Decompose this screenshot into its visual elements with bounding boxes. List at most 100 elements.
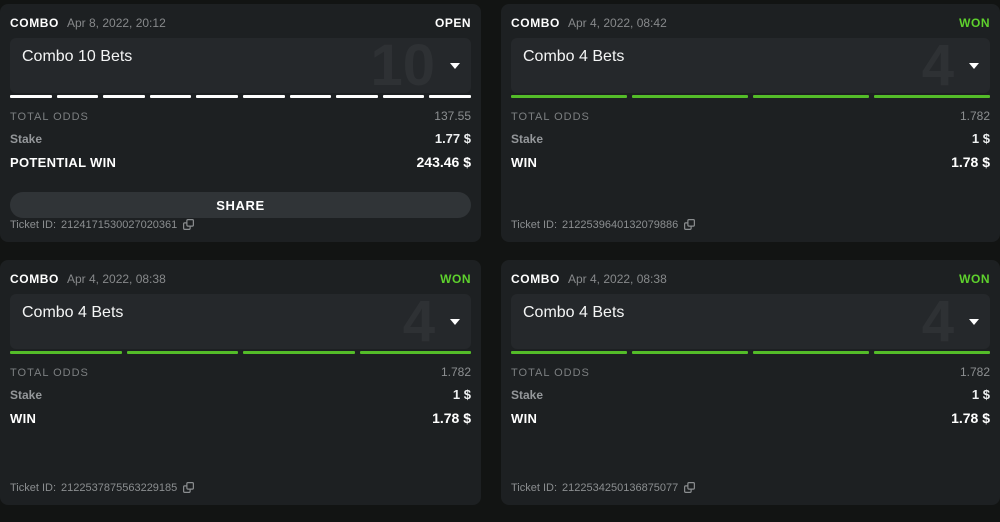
chevron-down-icon[interactable] (450, 318, 460, 325)
ticket-id-value: 2122537875563229185 (61, 481, 178, 494)
bet-date: Apr 4, 2022, 08:38 (568, 272, 667, 286)
bet-legs-progress (511, 351, 990, 354)
bet-leg-segment (336, 95, 378, 98)
chevron-down-icon[interactable] (969, 62, 979, 69)
status-badge: OPEN (434, 16, 471, 30)
ticket-id-label: Ticket ID: (10, 481, 57, 494)
card-header: COMBO Apr 4, 2022, 08:42 WON (511, 4, 990, 30)
stake-row: Stake 1 $ (10, 387, 471, 402)
bet-leg-segment (103, 95, 145, 98)
stake-value: 1.77 $ (434, 131, 471, 146)
ticket-id-row: Ticket ID: 2124171530027020361 (10, 218, 471, 242)
ticket-id-row: Ticket ID: 2122537875563229185 (10, 481, 471, 505)
bet-stats: TOTAL ODDS 1.782 Stake 1 $ WIN 1.78 $ (511, 109, 990, 178)
stake-value: 1 $ (452, 387, 471, 402)
bet-type-label: COMBO (511, 16, 560, 30)
bet-ticket-card: COMBO Apr 4, 2022, 08:38 WON Combo 4 Bet… (0, 260, 481, 505)
copy-icon[interactable] (683, 218, 696, 231)
bet-summary-panel[interactable]: Combo 4 Bets 4 (511, 294, 990, 349)
status-badge: WON (959, 272, 990, 286)
total-odds-row: TOTAL ODDS 1.782 (511, 365, 990, 379)
ticket-id-row: Ticket ID: 2122539640132079886 (511, 218, 990, 242)
win-label: WIN (10, 411, 37, 426)
bet-stats: TOTAL ODDS 1.782 Stake 1 $ WIN 1.78 $ (10, 365, 471, 434)
bet-date: Apr 4, 2022, 08:38 (67, 272, 166, 286)
stake-label: Stake (511, 132, 544, 146)
bet-type-label: COMBO (10, 272, 59, 286)
stake-row: Stake 1 $ (511, 387, 990, 402)
bet-leg-segment (382, 95, 425, 98)
bet-legs-progress (511, 95, 990, 98)
total-odds-label: TOTAL ODDS (10, 111, 89, 123)
total-odds-label: TOTAL ODDS (10, 367, 89, 379)
bet-date: Apr 8, 2022, 20:12 (67, 16, 166, 30)
ticket-id-row: Ticket ID: 2122534250136875077 (511, 481, 990, 505)
bet-leg-segment (874, 351, 990, 354)
status-badge: WON (440, 272, 471, 286)
bet-leg-segment (126, 351, 238, 354)
stake-row: Stake 1 $ (511, 131, 990, 146)
total-odds-label: TOTAL ODDS (511, 367, 590, 379)
bet-summary-panel[interactable]: Combo 4 Bets 4 (511, 38, 990, 93)
bet-leg-segment (753, 351, 869, 354)
bet-leg-segment (511, 95, 627, 98)
bet-legs-progress (10, 351, 471, 354)
bet-title: Combo 10 Bets (22, 48, 133, 65)
bet-leg-segment (10, 351, 122, 354)
total-odds-value: 1.782 (959, 109, 990, 123)
win-value: 1.78 $ (951, 154, 990, 170)
total-odds-value: 1.782 (959, 365, 990, 379)
copy-icon[interactable] (182, 481, 195, 494)
ticket-id-value: 2124171530027020361 (61, 218, 178, 231)
bet-title: Combo 4 Bets (523, 304, 625, 321)
win-row: WIN 1.78 $ (10, 410, 471, 426)
bet-leg-segment (289, 95, 332, 98)
chevron-down-icon[interactable] (450, 62, 460, 69)
bet-title: Combo 4 Bets (22, 304, 124, 321)
win-row: POTENTIAL WIN 243.46 $ (10, 154, 471, 170)
share-button[interactable]: SHARE (10, 192, 471, 218)
bet-leg-segment (632, 95, 748, 98)
bet-ticket-card: COMBO Apr 4, 2022, 08:38 WON Combo 4 Bet… (501, 260, 1000, 505)
total-odds-row: TOTAL ODDS 137.55 (10, 109, 471, 123)
bet-type-label: COMBO (10, 16, 59, 30)
bet-leg-segment (511, 351, 627, 354)
win-row: WIN 1.78 $ (511, 410, 990, 426)
total-odds-value: 137.55 (434, 109, 471, 123)
bet-leg-segment (56, 95, 99, 98)
bet-title: Combo 4 Bets (523, 48, 625, 65)
win-label: WIN (511, 155, 538, 170)
bet-summary-panel[interactable]: Combo 10 Bets 10 (10, 38, 471, 93)
bet-leg-segment (242, 95, 285, 98)
card-header: COMBO Apr 4, 2022, 08:38 WON (10, 260, 471, 286)
chevron-down-icon[interactable] (969, 318, 979, 325)
status-badge: WON (959, 16, 990, 30)
bet-type-label: COMBO (511, 272, 560, 286)
stake-row: Stake 1.77 $ (10, 131, 471, 146)
bet-leg-segment (753, 95, 869, 98)
bet-leg-segment (243, 351, 355, 354)
bet-leg-segment (149, 95, 192, 98)
bet-summary-panel[interactable]: Combo 4 Bets 4 (10, 294, 471, 349)
bet-leg-segment (874, 95, 990, 98)
stake-label: Stake (10, 132, 43, 146)
bet-ticket-card: COMBO Apr 4, 2022, 08:42 WON Combo 4 Bet… (501, 4, 1000, 242)
card-header: COMBO Apr 8, 2022, 20:12 OPEN (10, 4, 471, 30)
win-value: 243.46 $ (416, 154, 472, 170)
ticket-id-label: Ticket ID: (10, 218, 57, 231)
copy-icon[interactable] (182, 218, 195, 231)
total-odds-row: TOTAL ODDS 1.782 (10, 365, 471, 379)
card-header: COMBO Apr 4, 2022, 08:38 WON (511, 260, 990, 286)
copy-icon[interactable] (683, 481, 696, 494)
ticket-id-value: 2122534250136875077 (562, 481, 679, 494)
bet-history-grid: COMBO Apr 8, 2022, 20:12 OPEN Combo 10 B… (0, 4, 1000, 505)
win-row: WIN 1.78 $ (511, 154, 990, 170)
bet-legs-progress (10, 95, 471, 98)
stake-label: Stake (511, 388, 544, 402)
bet-leg-segment (196, 95, 238, 98)
bet-leg-segment (429, 95, 471, 98)
total-odds-row: TOTAL ODDS 1.782 (511, 109, 990, 123)
bet-leg-segment (632, 351, 748, 354)
ticket-id-label: Ticket ID: (511, 481, 558, 494)
bet-ticket-card: COMBO Apr 8, 2022, 20:12 OPEN Combo 10 B… (0, 4, 481, 242)
